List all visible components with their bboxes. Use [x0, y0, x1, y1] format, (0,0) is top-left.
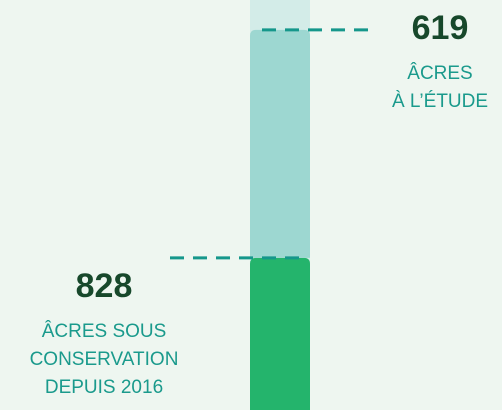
series-label: À L’ÉTUDE	[392, 91, 488, 112]
value-label: 828	[76, 267, 133, 305]
series-label: CONSERVATION	[30, 349, 179, 370]
series-label: ÂCRES SOUS	[42, 320, 167, 342]
bar-segment	[250, 257, 310, 410]
series-label: DEPUIS 2016	[45, 377, 163, 398]
series-label: ÂCRES	[407, 62, 472, 84]
bar-segment	[250, 29, 310, 258]
value-label: 619	[412, 9, 469, 47]
